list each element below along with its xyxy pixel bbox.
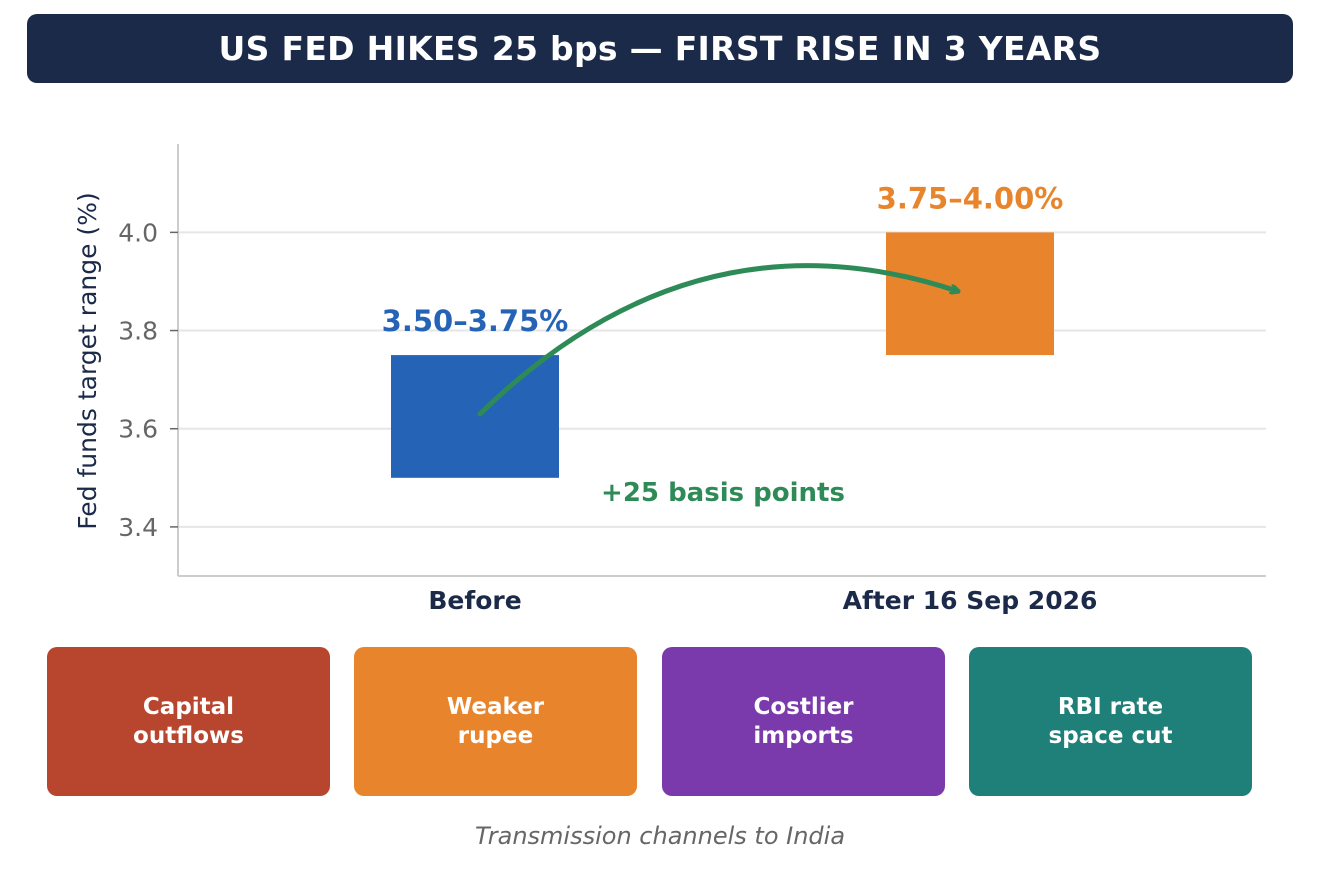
y-tick-label: 3.8 [118, 317, 158, 346]
title-banner: US FED HIKES 25 bps — FIRST RISE IN 3 YE… [27, 14, 1293, 83]
channel-label: Capital outflows [133, 693, 244, 749]
channel-costlier-imports: Costlier imports [662, 647, 945, 796]
range-label: 3.50–3.75% [382, 304, 569, 338]
range-bar [886, 232, 1054, 356]
y-tick-label: 3.6 [118, 415, 158, 444]
range-label: 3.75–4.00% [877, 181, 1064, 215]
channel-label: Weaker rupee [446, 693, 545, 749]
fed-rate-chart: 3.43.63.84.0 Fed funds target range (%) … [73, 144, 1266, 615]
channel-capital-outflows: Capital outflows [47, 647, 330, 796]
channel-label: Costlier imports [753, 693, 854, 749]
channel-rbi-rate-space: RBI rate space cut [969, 647, 1252, 796]
hike-arrow [477, 263, 958, 417]
y-axis-label: Fed funds target range (%) [73, 192, 102, 529]
y-tick-label: 4.0 [118, 218, 158, 247]
hike-annotation: +25 basis points [601, 478, 845, 508]
x-tick-label: Before [428, 586, 521, 615]
x-tick-label: After 16 Sep 2026 [843, 586, 1098, 615]
page-title: US FED HIKES 25 bps — FIRST RISE IN 3 YE… [218, 29, 1102, 68]
channel-label: RBI rate space cut [1048, 693, 1173, 749]
range-bar [391, 355, 559, 478]
channel-weaker-rupee: Weaker rupee [354, 647, 637, 796]
channels-caption: Transmission channels to India [474, 822, 846, 850]
y-tick-label: 3.4 [118, 513, 158, 542]
